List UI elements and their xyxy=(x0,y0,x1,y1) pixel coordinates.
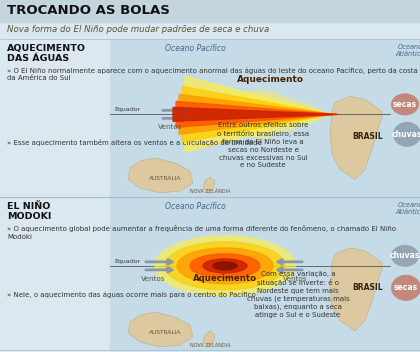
Text: MODOKI: MODOKI xyxy=(7,212,51,221)
Polygon shape xyxy=(179,94,334,134)
Text: Oceano
Atlântico: Oceano Atlântico xyxy=(395,202,420,215)
Text: Nova forma do El Niño pode mudar padrões de seca e chuva: Nova forma do El Niño pode mudar padrões… xyxy=(7,25,269,34)
Text: Oceano Pacífico: Oceano Pacífico xyxy=(165,44,226,53)
Polygon shape xyxy=(330,96,382,180)
Text: Equador: Equador xyxy=(114,107,140,112)
Ellipse shape xyxy=(203,259,247,273)
Bar xyxy=(0,0,420,22)
Text: Aquecimento: Aquecimento xyxy=(236,75,304,84)
Polygon shape xyxy=(176,101,336,127)
Text: AQUECIMENTO: AQUECIMENTO xyxy=(7,44,86,53)
Ellipse shape xyxy=(155,236,295,296)
Ellipse shape xyxy=(177,248,273,284)
Text: secas: secas xyxy=(393,100,417,109)
Text: Ventos: Ventos xyxy=(141,276,165,282)
Polygon shape xyxy=(185,76,330,152)
Text: NOVA ZELÂNDIA: NOVA ZELÂNDIA xyxy=(190,343,230,348)
Polygon shape xyxy=(330,248,382,331)
Text: BRASIL: BRASIL xyxy=(353,132,383,141)
Polygon shape xyxy=(203,331,215,347)
Ellipse shape xyxy=(391,245,419,267)
Polygon shape xyxy=(203,177,215,193)
Bar xyxy=(110,197,420,350)
Polygon shape xyxy=(128,312,193,347)
Polygon shape xyxy=(128,158,193,193)
Text: secas: secas xyxy=(394,283,418,293)
Text: » O aquecimento global pode aumentar a frequência de uma forma diferente do fenô: » O aquecimento global pode aumentar a f… xyxy=(7,225,396,240)
Ellipse shape xyxy=(213,262,237,270)
Ellipse shape xyxy=(190,254,260,278)
Ellipse shape xyxy=(391,93,419,115)
Text: TROCANDO AS BOLAS: TROCANDO AS BOLAS xyxy=(7,5,170,18)
Text: Com essa variação, a
situação se inverte: é o
Nordeste que tem mais
chuvas (e te: Com essa variação, a situação se inverte… xyxy=(247,271,349,318)
Text: Ventos: Ventos xyxy=(283,276,307,282)
Polygon shape xyxy=(173,107,338,121)
Text: AUSTRÁLIA: AUSTRÁLIA xyxy=(149,329,181,334)
Text: Equador: Equador xyxy=(114,259,140,264)
Text: EL NIÑO: EL NIÑO xyxy=(7,202,50,211)
Text: Oceano
Atlântico: Oceano Atlântico xyxy=(395,44,420,57)
Text: AUSTRÁLIA: AUSTRÁLIA xyxy=(149,176,181,181)
Polygon shape xyxy=(182,86,332,142)
Text: NOVA ZELÂNDIA: NOVA ZELÂNDIA xyxy=(190,189,230,194)
Polygon shape xyxy=(175,114,330,139)
Text: chuvas: chuvas xyxy=(392,130,420,139)
Text: Entre outros efeitos sobre
o território brasileiro, essa
forma do El Niño leva a: Entre outros efeitos sobre o território … xyxy=(217,122,309,169)
Text: » O El Niño normalmente aparece com o aquecimento anormal das águas do leste do : » O El Niño normalmente aparece com o aq… xyxy=(7,67,418,81)
Text: » Nele, o aquecimento das águas ocorre mais para o centro do Pacífico: » Nele, o aquecimento das águas ocorre m… xyxy=(7,292,256,298)
Text: Aquecimento: Aquecimento xyxy=(193,274,257,283)
Ellipse shape xyxy=(165,242,285,290)
Text: chuvas: chuvas xyxy=(390,251,420,260)
Ellipse shape xyxy=(391,275,420,301)
Text: BRASIL: BRASIL xyxy=(353,283,383,293)
Ellipse shape xyxy=(393,122,420,147)
Text: Ventos: Ventos xyxy=(158,124,182,130)
Polygon shape xyxy=(175,89,330,114)
Text: DAS ÁGUAS: DAS ÁGUAS xyxy=(7,54,69,63)
Text: Oceano Pacífico: Oceano Pacífico xyxy=(165,202,226,211)
Text: » Esse aquecimento também altera os ventos e a circulação de umidade: » Esse aquecimento também altera os vent… xyxy=(7,139,262,146)
Bar xyxy=(110,39,420,196)
